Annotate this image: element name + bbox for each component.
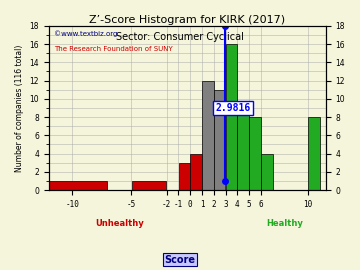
Bar — [249, 117, 261, 190]
Bar — [179, 163, 190, 190]
Title: Z’-Score Histogram for KIRK (2017): Z’-Score Histogram for KIRK (2017) — [89, 15, 285, 25]
Text: ©www.textbiz.org: ©www.textbiz.org — [54, 31, 118, 37]
Bar — [190, 154, 202, 190]
Bar — [238, 108, 249, 190]
Y-axis label: Number of companies (116 total): Number of companies (116 total) — [15, 44, 24, 172]
Text: Healthy: Healthy — [266, 219, 303, 228]
Bar — [214, 90, 225, 190]
Bar — [202, 80, 213, 190]
Bar — [49, 181, 107, 190]
Bar — [261, 154, 273, 190]
Bar — [226, 44, 237, 190]
Text: The Research Foundation of SUNY: The Research Foundation of SUNY — [54, 46, 173, 52]
Bar — [308, 117, 320, 190]
Text: Unhealthy: Unhealthy — [95, 219, 144, 228]
Text: Score: Score — [165, 255, 195, 265]
Bar — [132, 181, 166, 190]
Text: 2.9816: 2.9816 — [216, 103, 251, 113]
Text: Sector: Consumer Cyclical: Sector: Consumer Cyclical — [116, 32, 244, 42]
